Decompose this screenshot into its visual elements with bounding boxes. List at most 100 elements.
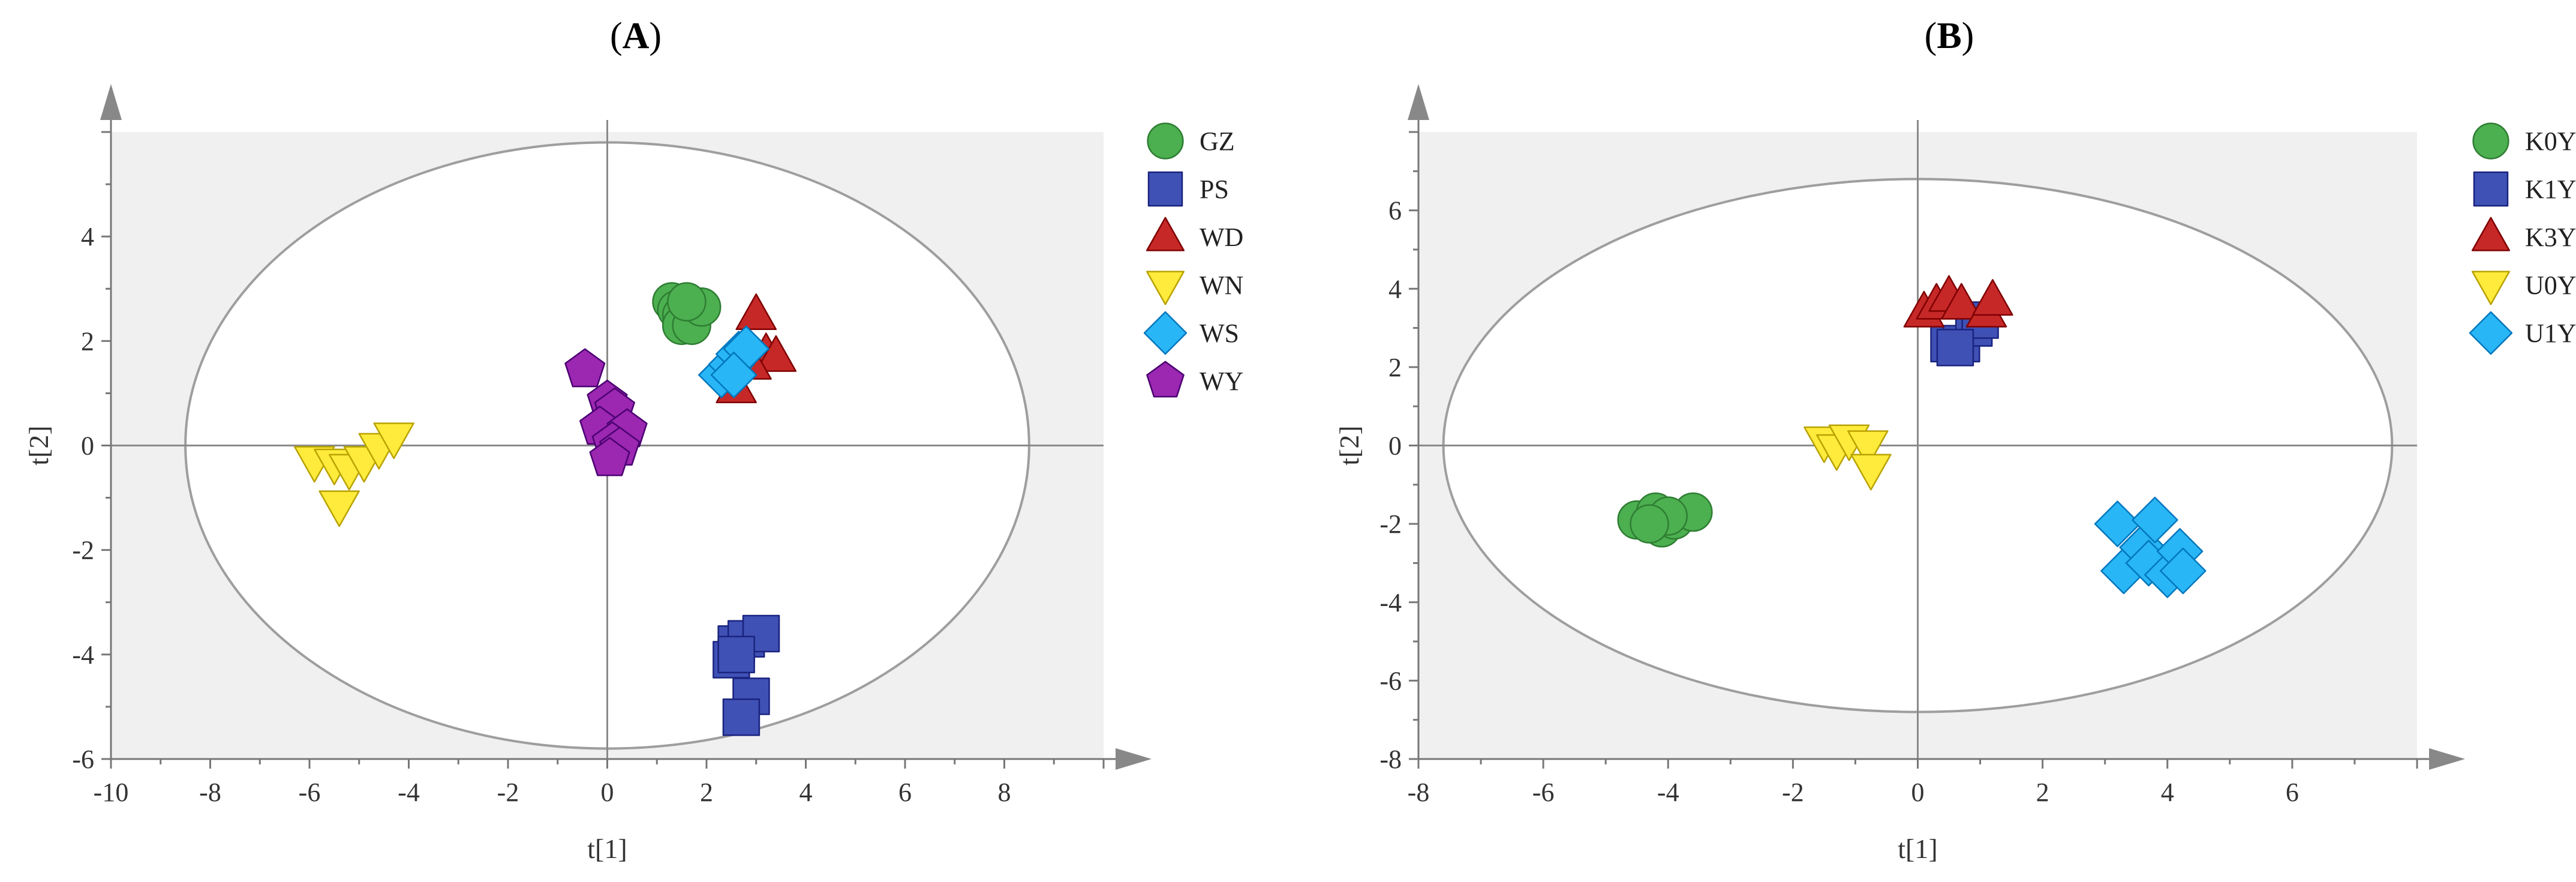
legend-label-k0y: K0Y (2525, 127, 2576, 156)
panel-a-x-tick-label: -6 (299, 778, 321, 807)
legend-label-u0y: U0Y (2525, 271, 2576, 300)
scatter-panel-b: -8 -6 -4 -2 0 2 4 6 -8 -6 -4 -2 0 2 4 6 t[1] t[2] K0Y K1Y K3… (1334, 84, 2576, 864)
legend-marker-gz (1147, 122, 1184, 160)
panel-b-x-tick-label: -6 (1532, 778, 1555, 807)
panel-b-x-axis-arrow (2429, 748, 2465, 770)
panel-b-x-tick-label: 0 (1911, 778, 1925, 807)
panel-b-y-axis-label: t[2] (1334, 425, 1364, 465)
legend-label-k1y: K1Y (2525, 175, 2576, 204)
panel-a-x-tick-label: -2 (497, 778, 519, 807)
legend-label-k3y: K3Y (2525, 223, 2576, 252)
legend-marker-k0y (2472, 122, 2509, 160)
legend-label-gz: GZ (1200, 127, 1235, 156)
panel-b-series-u1y (2094, 496, 2207, 598)
panel-a-x-tick-label: -4 (398, 778, 420, 807)
data-point-k3y (1941, 283, 1982, 320)
data-point-ws (710, 352, 758, 398)
data-point-wn (373, 422, 414, 460)
legend-marker-wn (1146, 271, 1185, 305)
data-point-u0y (1850, 454, 1892, 491)
legend-marker-u1y (2469, 311, 2513, 355)
data-point-gz (667, 282, 707, 322)
legend-marker-k1y (2473, 171, 2509, 207)
legend-marker-ps (1147, 171, 1183, 207)
scatter-panel-a: -10 -8 -6 -4 -2 0 2 4 6 8 -6 -4 -2 0 2 4 t[1] t[2] GZ PS WD W… (23, 84, 1243, 864)
panel-b-y-tick-label: 2 (1388, 353, 1402, 382)
legend-label-wd: WD (1200, 223, 1243, 252)
legend-marker-wd (1146, 217, 1185, 251)
legend-label-wn: WN (1200, 271, 1243, 300)
panel-b-series-k3y (1903, 275, 2013, 328)
panel-a-series-gz (652, 282, 722, 345)
panel-b-x-tick-label: -2 (1782, 778, 1804, 807)
legend-label-ps: PS (1200, 175, 1229, 204)
data-point-wy (564, 348, 606, 388)
panel-a-y-axis-label: t[2] (23, 425, 54, 465)
legend-label-wy: WY (1200, 367, 1243, 396)
panel-a-y-axis-arrow (100, 84, 122, 120)
panel-b-y-tick-label: 6 (1388, 196, 1402, 226)
legend-marker-k3y (2471, 217, 2511, 251)
panel-a-y-tick-label: -4 (72, 640, 94, 670)
data-point-wn (318, 490, 360, 527)
panel-a-x-axis-label: t[1] (587, 833, 627, 864)
panel-a-x-tick-label: -10 (94, 778, 129, 807)
legend-label-ws: WS (1200, 319, 1239, 348)
data-point-k1y (1936, 328, 1974, 367)
data-point-u0y (1847, 430, 1889, 467)
panel-b-series-u0y (1803, 424, 1892, 491)
data-point-ps (722, 698, 761, 736)
legend-marker-ws (1143, 311, 1188, 355)
panel-a-series-ws (698, 325, 770, 398)
data-point-u1y (2132, 496, 2178, 544)
panel-a-y-tick-label: 2 (81, 326, 94, 356)
panel-a-x-tick-label: -8 (199, 778, 221, 807)
panel-b-legend: K0Y K1Y K3Y U0Y U1Y (2469, 122, 2576, 355)
panel-a-title-letter: A (623, 16, 650, 56)
panel-a-y-tick-label: 4 (81, 222, 94, 251)
data-point-u1y (2094, 500, 2141, 547)
panel-a-title: (A) (610, 16, 662, 56)
panel-a-x-tick-label: 2 (700, 778, 713, 807)
panel-b-x-tick-label: -8 (1408, 778, 1430, 807)
panel-a-y-tick-label: -6 (72, 745, 94, 774)
data-point-wd (735, 293, 777, 331)
panel-a-x-tick-label: 8 (998, 778, 1011, 807)
panel-b-x-tick-label: 4 (2161, 778, 2174, 807)
panel-a-series-ps (713, 614, 780, 736)
legend-marker-wy (1146, 361, 1185, 398)
legend-label-u1y: U1Y (2525, 319, 2576, 348)
panel-b-title-letter: B (1937, 16, 1961, 56)
panel-a-x-axis-arrow (1116, 748, 1152, 770)
panel-b-title: (B) (1925, 16, 1974, 56)
data-point-wd (755, 335, 797, 372)
panel-b-y-tick-label: -8 (1379, 745, 1402, 774)
panel-b-y-tick-label: 0 (1388, 431, 1402, 461)
panel-a-x-tick-label: 6 (898, 778, 912, 807)
panel-a-series-wy (564, 348, 648, 476)
panel-b-series-k0y (1617, 492, 1713, 548)
panel-a-x-tick-label: 4 (799, 778, 813, 807)
panel-b-y-tick-label: -4 (1379, 588, 1402, 617)
panel-a-x-tick-label: 0 (601, 778, 614, 807)
panel-b-y-tick-label: 4 (1388, 274, 1402, 304)
panel-b-y-tick-label: -2 (1379, 509, 1402, 539)
data-point-ps (717, 635, 755, 674)
data-point-k0y (1630, 504, 1669, 544)
panel-b-x-tick-label: 6 (2286, 778, 2299, 807)
panel-a-y-tick-label: -2 (72, 536, 94, 565)
panel-a-y-tick-label: 0 (81, 431, 94, 461)
panel-b-series-k1y (1930, 301, 1999, 367)
panel-b-x-tick-label: -4 (1657, 778, 1679, 807)
panel-b-y-tick-label: -6 (1379, 666, 1402, 695)
panel-b-x-tick-label: 2 (2036, 778, 2049, 807)
panel-a-legend: GZ PS WD WN WS WY (1143, 122, 1243, 398)
panel-b-x-axis-label: t[1] (1898, 833, 1937, 864)
legend-marker-u0y (2471, 271, 2511, 305)
data-point-u1y (2160, 547, 2207, 595)
panel-b-y-axis-arrow (1408, 84, 1429, 120)
data-point-wy (589, 437, 630, 476)
panel-a-series-wn (294, 422, 414, 527)
data-point-k3y (1972, 279, 2013, 316)
